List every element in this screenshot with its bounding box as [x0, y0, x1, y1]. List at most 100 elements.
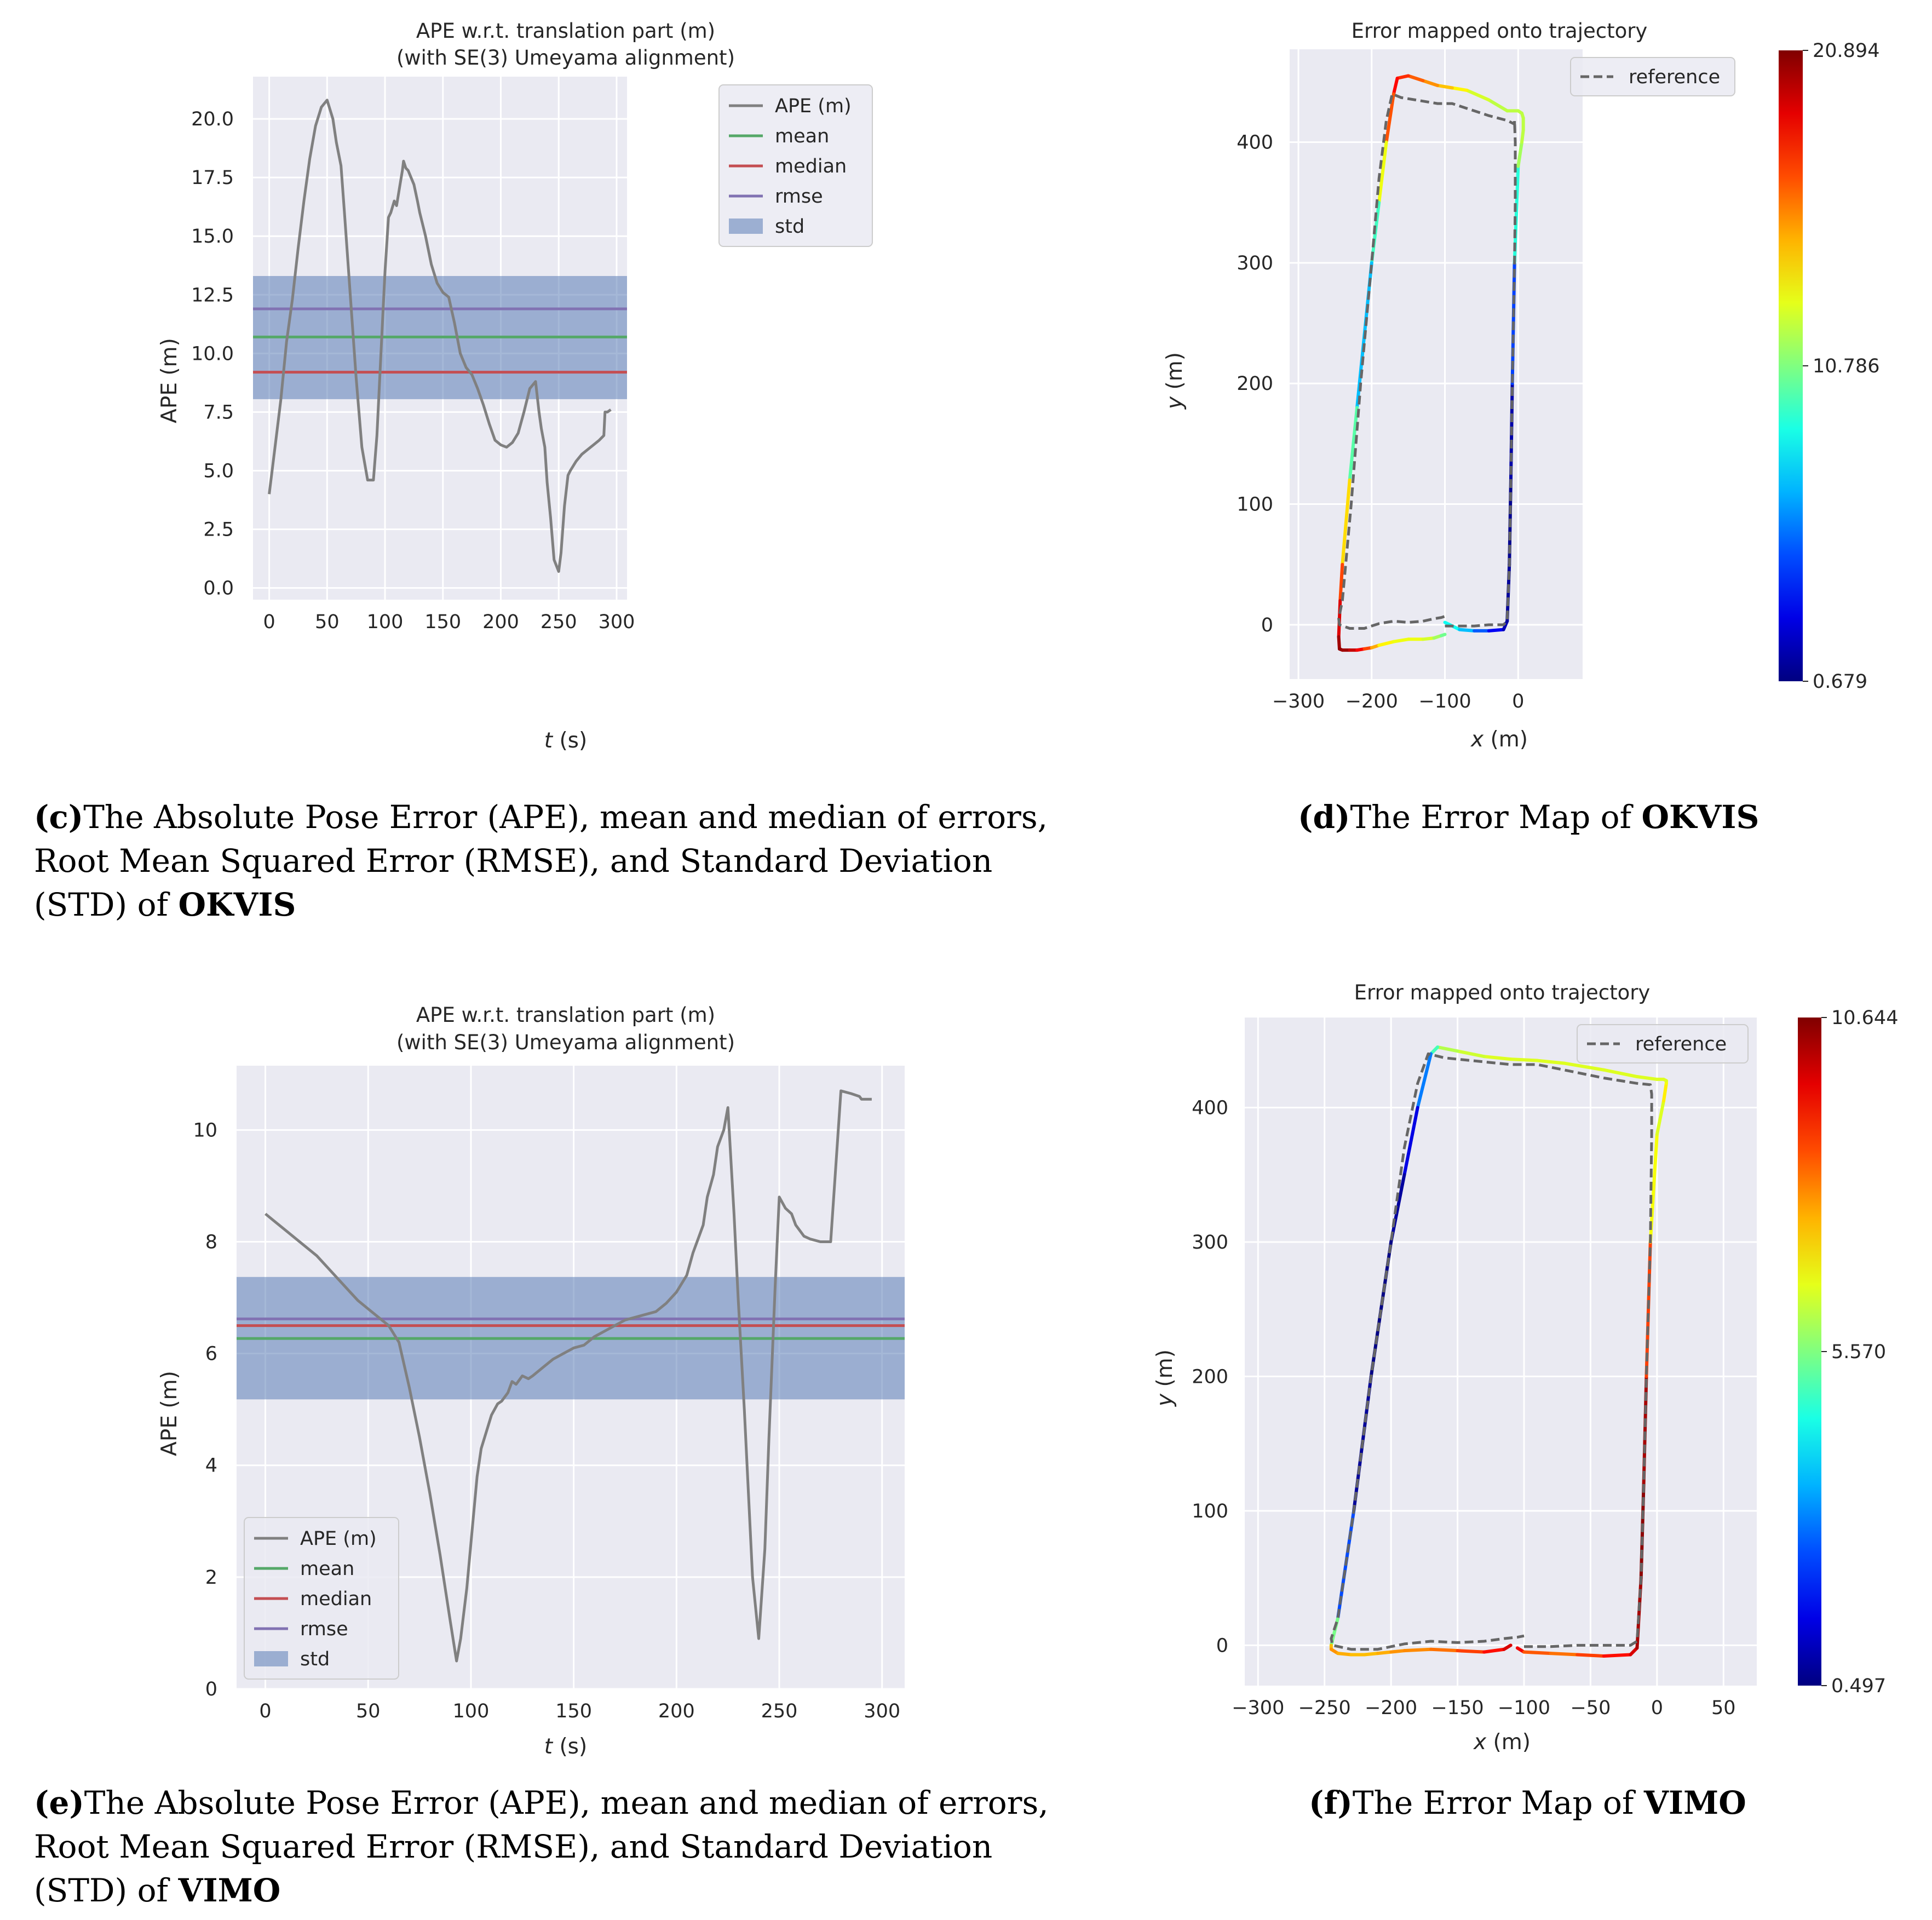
trajectory-segment [1516, 140, 1523, 168]
legend-label: mean [775, 125, 829, 147]
x-tick-label: −200 [1346, 691, 1398, 712]
x-tick-label: −250 [1298, 1697, 1351, 1719]
chart-e-title: APE w.r.t. translation part (m) [416, 1003, 715, 1027]
y-tick-label: 4 [205, 1455, 217, 1477]
y-tick-label: 10 [193, 1119, 217, 1141]
caption-e-label: (e) [34, 1784, 84, 1821]
caption-c-line1: (c)The Absolute Pose Error (APE), mean a… [34, 795, 1063, 839]
trajectory-segment [1376, 1650, 1393, 1655]
x-tick-label: 200 [658, 1700, 695, 1722]
caption-c-label: (c) [34, 798, 84, 836]
colorbar-tick-label: 20.894 [1813, 40, 1879, 62]
x-tick-label: −100 [1418, 691, 1471, 712]
chart-c: APE w.r.t. translation part (m) (with SE… [157, 19, 873, 753]
y-tick-label: 300 [1237, 252, 1273, 274]
x-tick-label: −200 [1365, 1697, 1417, 1719]
chart-c-plot: 0 50 100 150 200 250 300 0.0 2.5 5.0 7.5 10.0 12.5 15… [191, 77, 873, 633]
colorbar-tick-label: 10.644 [1831, 1007, 1898, 1029]
trajectory-segment [1421, 79, 1440, 88]
chart-f-plot: −300 −250 −200 −150 −100 −50 0 50 0 100 200 300 400 r… [1192, 1007, 1898, 1719]
trajectory-segment [1450, 86, 1469, 92]
chart-f-xlabel: x (m) [1473, 1730, 1531, 1755]
trajectory-segment [1509, 1057, 1539, 1062]
legend-label: mean [300, 1558, 354, 1580]
trajectory-segment [1436, 84, 1454, 90]
y-tick-label: 400 [1237, 132, 1273, 154]
chart-f-title: Error mapped onto trajectory [1354, 981, 1651, 1004]
y-tick-label: 20.0 [191, 108, 234, 130]
trajectory-segment [1502, 1643, 1513, 1651]
caption-f: (f)The Error Map of VIMO [1309, 1781, 1746, 1825]
trajectory-segment [1487, 628, 1505, 633]
trajectory-segment [1341, 478, 1352, 566]
y-tick-label: 0 [1216, 1635, 1228, 1657]
legend-label: median [775, 156, 847, 177]
x-tick-label: 250 [540, 611, 577, 633]
x-tick-label: 0 [263, 611, 275, 633]
trajectory-segment [1402, 1106, 1419, 1177]
chart-f-ylabel: y (m) [1153, 1349, 1177, 1407]
plot-background [1245, 1018, 1757, 1686]
colorbar-tick-label: 5.570 [1831, 1341, 1886, 1363]
trajectory-segment [1336, 1652, 1353, 1657]
chart-c-subtitle: (with SE(3) Umeyama alignment) [396, 46, 735, 70]
colorbar [1798, 1018, 1821, 1686]
caption-d-label: (d) [1298, 798, 1350, 836]
x-tick-label: 50 [1711, 1697, 1736, 1719]
legend-box [244, 1517, 399, 1680]
trajectory-segment [1436, 1045, 1459, 1053]
x-tick-label: −50 [1570, 1697, 1611, 1719]
trajectory-segment [1562, 1061, 1606, 1072]
legend-label: rmse [775, 186, 823, 208]
legend-label: reference [1629, 66, 1720, 88]
x-tick-label: 0 [1512, 691, 1524, 712]
trajectory-segment [1662, 1082, 1668, 1103]
x-tick-label: 50 [315, 611, 340, 633]
y-tick-label: 200 [1192, 1366, 1228, 1388]
x-tick-label: 200 [482, 611, 519, 633]
x-tick-label: 100 [367, 611, 404, 633]
ape-series-line [268, 99, 612, 573]
trajectory-segment [1522, 1650, 1553, 1655]
x-tick-label: 150 [555, 1700, 592, 1722]
trajectory-segment [1465, 88, 1491, 102]
chart-d-ylabel: y (m) [1163, 352, 1187, 410]
trajectory-segment [1392, 637, 1410, 643]
y-tick-label: 17.5 [191, 167, 234, 189]
x-tick-label: 150 [424, 611, 461, 633]
caption-c-line3: (STD) of OKVIS [34, 883, 1063, 927]
trajectory-segment [1456, 1049, 1486, 1059]
reference-trajectory [1337, 93, 1517, 630]
y-tick-label: 400 [1192, 1097, 1228, 1119]
trajectory-segment [1549, 1652, 1579, 1657]
chart-e-xlabel: t (s) [544, 1734, 587, 1759]
legend-label: rmse [300, 1618, 348, 1640]
legend-box [1570, 57, 1735, 96]
x-tick-label: −300 [1232, 1697, 1284, 1719]
y-tick-label: 6 [205, 1343, 217, 1365]
caption-d-method: OKVIS [1641, 798, 1760, 836]
legend-label: APE (m) [775, 95, 852, 117]
y-tick-label: 8 [205, 1231, 217, 1253]
plot-background [1290, 49, 1583, 679]
colorbar-tick-label: 10.786 [1813, 355, 1879, 377]
trajectory-segment [1392, 76, 1399, 96]
x-tick-label: −150 [1431, 1697, 1484, 1719]
trajectory-segment [1536, 1059, 1566, 1065]
y-tick-label: 5.0 [203, 460, 234, 482]
trajectory-segment [1635, 1075, 1659, 1081]
trajectory-segment [1362, 1652, 1379, 1657]
caption-e-line3: (STD) of VIMO [34, 1869, 1063, 1912]
y-tick-label: 300 [1192, 1232, 1228, 1254]
caption-e-prefix: (STD) of [34, 1872, 179, 1909]
caption-d: (d)The Error Map of OKVIS [1298, 795, 1759, 839]
chart-e-subtitle: (with SE(3) Umeyama alignment) [396, 1031, 735, 1054]
x-tick-label: 0 [1651, 1697, 1663, 1719]
y-tick-label: 0 [205, 1678, 217, 1700]
caption-c-method: OKVIS [178, 886, 296, 923]
ape-series-line [264, 1089, 872, 1663]
y-tick-label: 7.5 [203, 401, 234, 423]
trajectory-segment [1389, 1173, 1406, 1244]
trajectory-segment [1402, 1647, 1433, 1653]
colorbar-tick-label: 0.497 [1831, 1675, 1886, 1697]
